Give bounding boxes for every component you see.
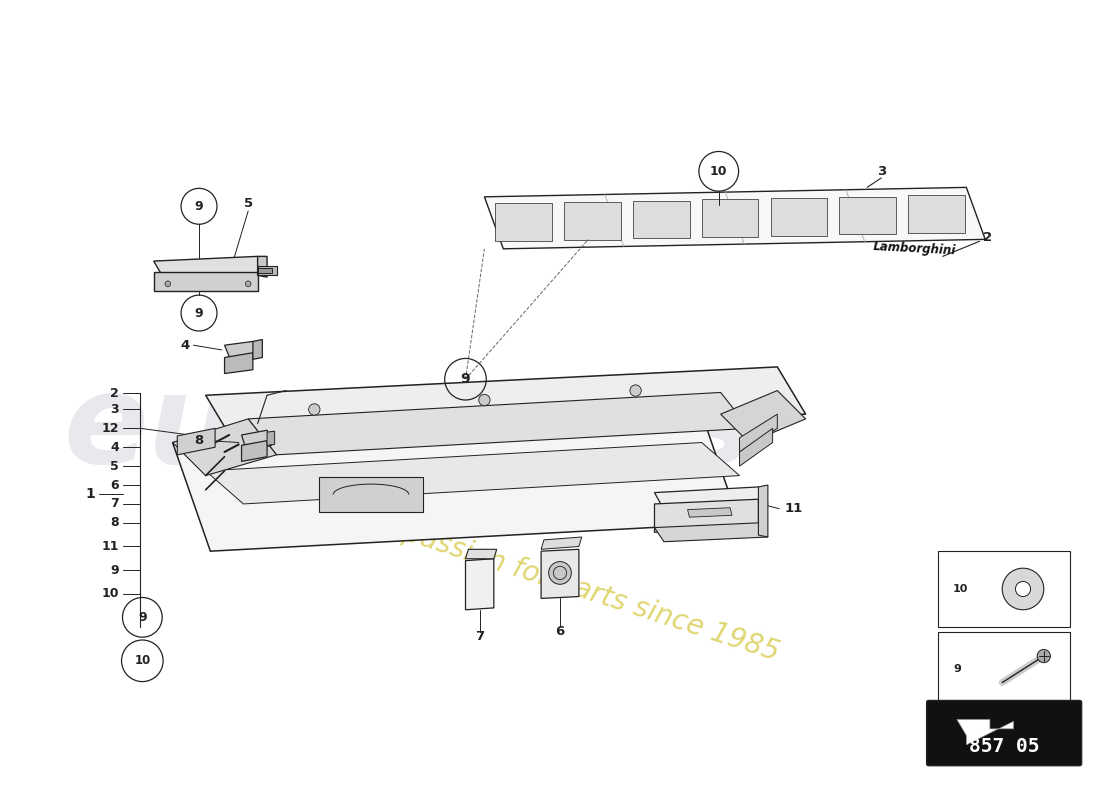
Text: 2: 2 — [110, 387, 119, 400]
Text: 10: 10 — [953, 584, 968, 594]
Circle shape — [549, 562, 571, 584]
Polygon shape — [253, 339, 262, 359]
Text: 7: 7 — [475, 630, 484, 642]
Circle shape — [309, 404, 320, 415]
Polygon shape — [495, 203, 552, 241]
Circle shape — [630, 385, 641, 396]
Text: 2: 2 — [983, 231, 992, 244]
Circle shape — [245, 281, 251, 286]
Polygon shape — [465, 550, 497, 558]
Text: 8: 8 — [195, 434, 204, 447]
Text: 9: 9 — [138, 611, 146, 624]
Text: 9: 9 — [195, 200, 204, 213]
Text: 7: 7 — [110, 498, 119, 510]
Bar — [938, 631, 1070, 707]
Circle shape — [165, 281, 170, 286]
Polygon shape — [739, 428, 772, 466]
Polygon shape — [564, 202, 620, 240]
Text: 8: 8 — [110, 516, 119, 530]
Polygon shape — [720, 390, 805, 442]
Polygon shape — [257, 266, 276, 275]
Text: 5: 5 — [110, 460, 119, 473]
Polygon shape — [224, 342, 260, 362]
FancyBboxPatch shape — [926, 701, 1081, 766]
Polygon shape — [267, 431, 275, 446]
Text: 9: 9 — [195, 306, 204, 319]
Polygon shape — [541, 537, 582, 550]
Polygon shape — [206, 367, 805, 442]
Text: 857 05: 857 05 — [969, 738, 1040, 756]
Polygon shape — [758, 485, 768, 537]
Polygon shape — [484, 187, 986, 249]
Text: 3: 3 — [877, 165, 886, 178]
Polygon shape — [654, 499, 758, 532]
Polygon shape — [702, 199, 758, 237]
Text: 1: 1 — [86, 487, 95, 502]
Polygon shape — [249, 393, 749, 455]
Text: 6: 6 — [556, 625, 564, 638]
Text: 9: 9 — [953, 664, 961, 674]
Polygon shape — [465, 558, 494, 610]
Polygon shape — [257, 256, 267, 277]
Polygon shape — [257, 268, 272, 274]
Polygon shape — [909, 195, 965, 233]
Circle shape — [1015, 582, 1031, 597]
Polygon shape — [173, 414, 739, 551]
Text: 4: 4 — [180, 338, 189, 352]
Text: 10: 10 — [710, 165, 727, 178]
Text: 11: 11 — [785, 502, 803, 515]
Polygon shape — [654, 487, 768, 510]
Text: Lamborghini: Lamborghini — [872, 240, 956, 258]
Polygon shape — [688, 508, 732, 517]
Text: 10: 10 — [134, 654, 151, 667]
Text: 12: 12 — [101, 422, 119, 435]
Circle shape — [1002, 568, 1044, 610]
Polygon shape — [154, 256, 267, 277]
Polygon shape — [957, 719, 1013, 745]
Polygon shape — [771, 198, 827, 236]
Text: 10: 10 — [101, 587, 119, 600]
Bar — [938, 551, 1070, 626]
Text: 4: 4 — [110, 441, 119, 454]
Text: 6: 6 — [110, 478, 119, 491]
Text: 9: 9 — [461, 372, 471, 386]
Polygon shape — [154, 273, 257, 291]
Polygon shape — [739, 414, 778, 452]
Text: europarts: europarts — [64, 368, 755, 489]
Text: 11: 11 — [101, 540, 119, 553]
Polygon shape — [242, 430, 272, 450]
Text: a passion for parts since 1985: a passion for parts since 1985 — [375, 511, 783, 667]
Circle shape — [1037, 650, 1050, 662]
Polygon shape — [541, 550, 579, 598]
Polygon shape — [319, 478, 424, 511]
Polygon shape — [224, 353, 253, 374]
Polygon shape — [177, 428, 216, 455]
Polygon shape — [206, 442, 739, 504]
Text: 5: 5 — [243, 197, 253, 210]
Text: 3: 3 — [110, 403, 119, 416]
Polygon shape — [654, 523, 768, 542]
Polygon shape — [839, 197, 896, 234]
Polygon shape — [632, 201, 690, 238]
Polygon shape — [242, 441, 267, 462]
Text: 9: 9 — [110, 563, 119, 577]
Circle shape — [478, 394, 491, 406]
Polygon shape — [173, 419, 276, 475]
